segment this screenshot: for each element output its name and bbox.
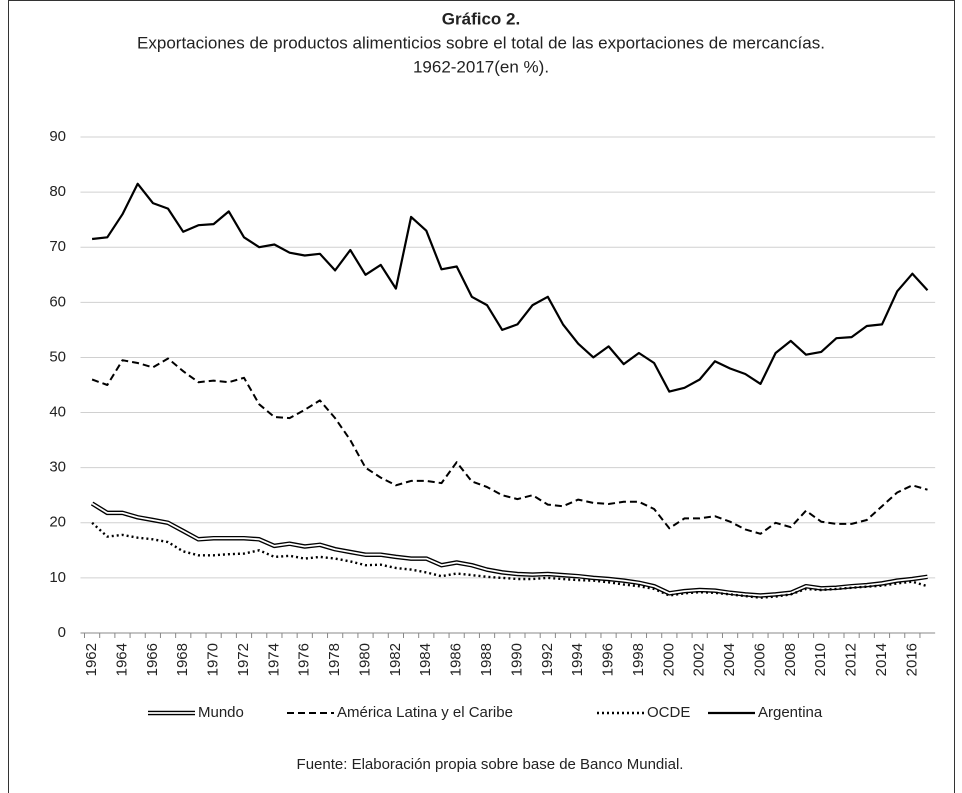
x-tick-label: 1992: [539, 643, 556, 676]
x-tick-label: 2006: [751, 643, 768, 676]
x-tick-label: 1998: [630, 643, 647, 676]
y-tick-label: 60: [49, 293, 66, 310]
x-tick-label: 2008: [782, 643, 799, 676]
x-tick-label: 2004: [721, 643, 738, 676]
source-note: Fuente: Elaboración propia sobre base de…: [297, 756, 684, 773]
x-tick-label: 1972: [235, 643, 252, 676]
x-tick-label: 1986: [448, 643, 465, 676]
frame: [8, 0, 955, 793]
legend-label: Argentina: [758, 704, 823, 721]
y-tick-label: 0: [58, 624, 66, 641]
y-tick-label: 30: [49, 459, 66, 476]
chart-subtitle: 1962-2017(en %).: [413, 57, 549, 76]
x-tick-label: 1962: [83, 643, 100, 676]
y-tick-label: 40: [49, 404, 66, 421]
x-tick-label: 1974: [265, 643, 282, 676]
chart-subtitle: Exportaciones de productos alimenticios …: [137, 33, 825, 52]
x-tick-label: 1982: [387, 643, 404, 676]
x-tick-label: 2010: [812, 643, 829, 676]
y-tick-label: 90: [49, 128, 66, 145]
x-tick-label: 1990: [508, 643, 525, 676]
chart-title: Gráfico 2.: [442, 9, 520, 28]
series-line: [91, 357, 928, 535]
legend-label: América Latina y el Caribe: [337, 704, 513, 721]
legend-label: Mundo: [198, 704, 244, 721]
y-tick-label: 80: [49, 183, 66, 200]
x-tick-label: 1968: [174, 643, 191, 676]
x-tick-label: 1964: [113, 643, 130, 676]
series-line: [91, 182, 929, 393]
x-tick-label: 1996: [600, 643, 617, 676]
y-tick-label: 20: [49, 514, 66, 531]
x-tick-label: 1970: [205, 643, 222, 676]
x-tick-label: 1994: [569, 643, 586, 676]
x-tick-label: 1984: [417, 643, 434, 676]
series-line: [91, 521, 928, 599]
y-tick-label: 10: [49, 569, 66, 586]
x-tick-label: 2002: [691, 643, 708, 676]
x-tick-label: 2016: [903, 643, 920, 676]
x-tick-label: 2012: [843, 643, 860, 676]
x-tick-label: 1988: [478, 643, 495, 676]
x-tick-label: 1966: [144, 643, 161, 676]
y-tick-label: 50: [49, 348, 66, 365]
y-tick-label: 70: [49, 238, 66, 255]
x-tick-label: 2000: [660, 643, 677, 676]
series-line: [91, 502, 928, 597]
x-tick-label: 1980: [356, 643, 373, 676]
x-tick-label: 1978: [326, 643, 343, 676]
legend-label: OCDE: [647, 704, 690, 721]
x-tick-label: 1976: [296, 643, 313, 676]
x-tick-label: 2014: [873, 643, 890, 676]
